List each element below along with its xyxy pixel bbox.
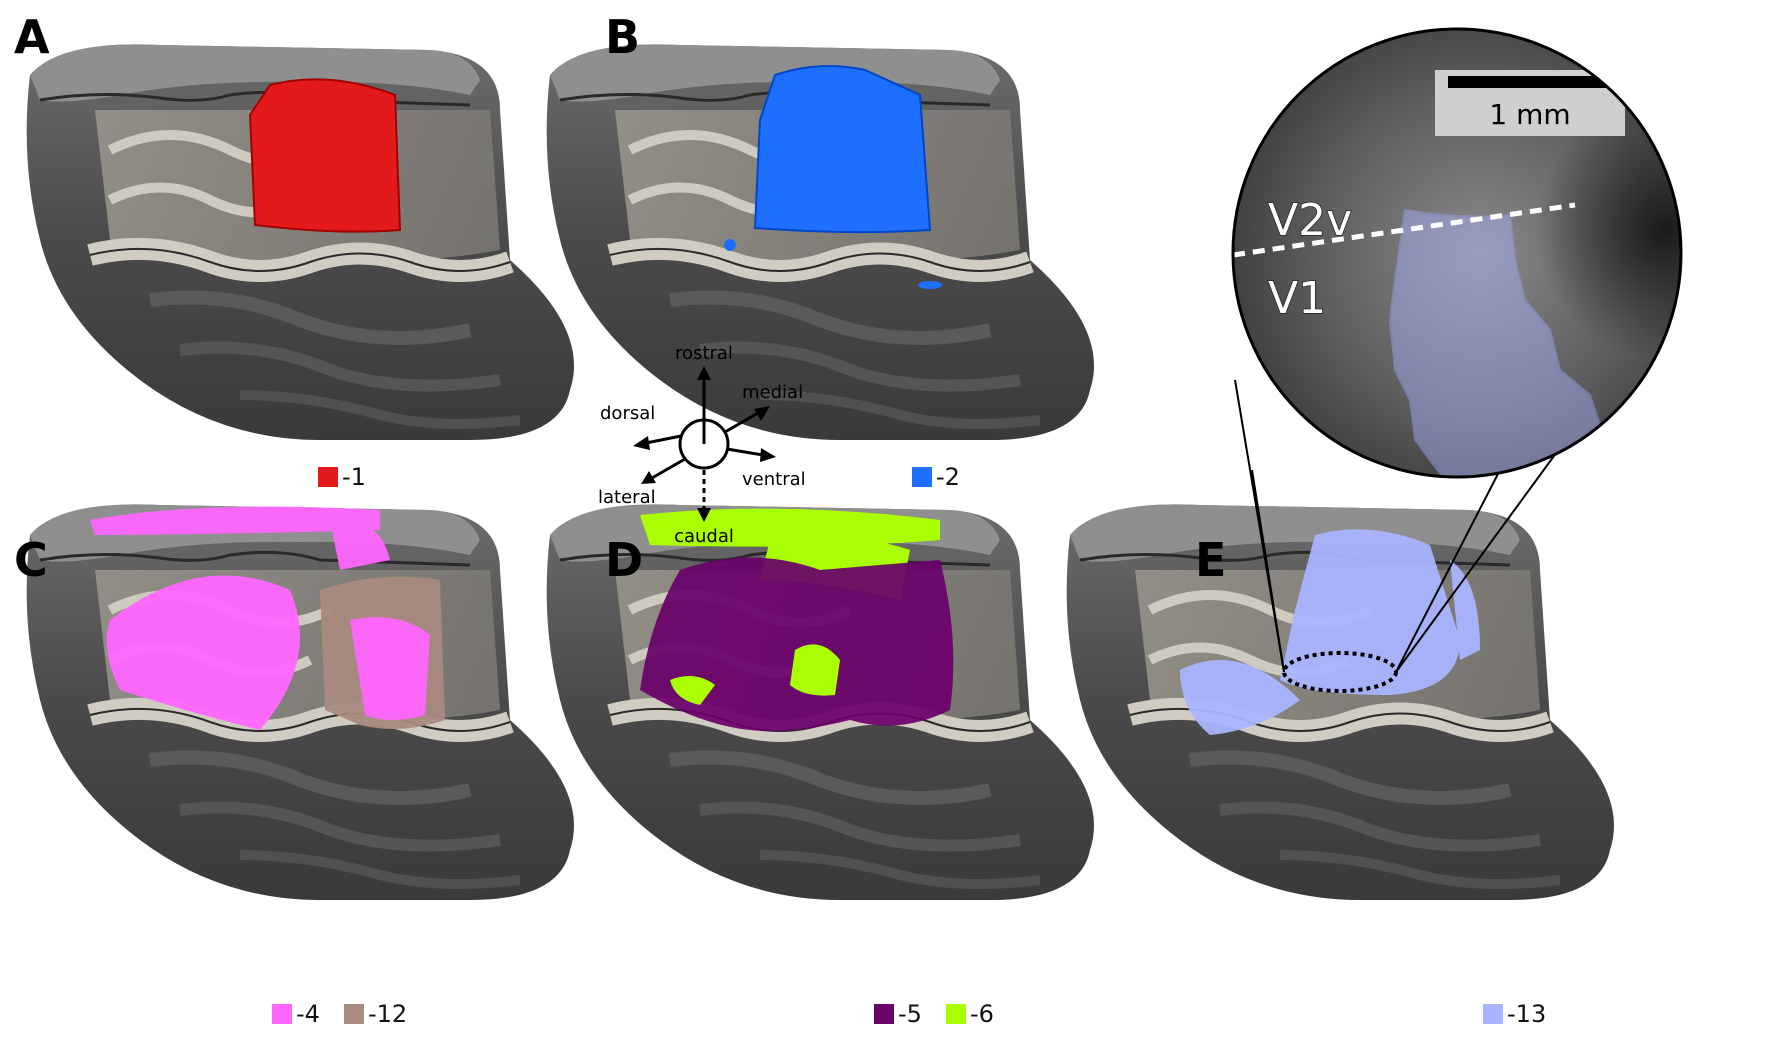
label-caudal: caudal bbox=[674, 526, 734, 547]
legend-swatch-12 bbox=[343, 1004, 364, 1024]
panel-a-brain bbox=[27, 44, 574, 440]
scale-bar-label: 1 mm bbox=[1489, 98, 1570, 131]
panel-letter-d: D bbox=[605, 533, 644, 587]
panel-letter-a: A bbox=[14, 10, 50, 64]
panel-letter-b: B bbox=[605, 10, 641, 64]
legend-item: -5 bbox=[874, 1000, 922, 1028]
legend-panel-d: -5 -6 bbox=[874, 1000, 994, 1028]
legend-swatch-4 bbox=[272, 1004, 292, 1024]
label-rostral: rostral bbox=[675, 343, 733, 364]
legend-label-5: -5 bbox=[898, 1000, 922, 1028]
zoom-inset: 1 mm V2v V1 bbox=[1233, 29, 1681, 477]
zoom-circle-border bbox=[1231, 27, 1683, 479]
panel-c-brain bbox=[27, 504, 574, 900]
label-medial: medial bbox=[742, 382, 803, 403]
legend-panel-a: -1 bbox=[318, 463, 366, 491]
panel-letter-e: E bbox=[1195, 533, 1227, 587]
legend-label-13: -13 bbox=[1507, 1000, 1547, 1028]
legend-panel-c: -4 -12 bbox=[272, 1000, 407, 1028]
legend-item: -13 bbox=[1483, 1000, 1546, 1028]
legend-label-12: -12 bbox=[367, 1000, 408, 1028]
legend-panel-b: -2 bbox=[912, 463, 960, 491]
scale-bar bbox=[1448, 76, 1612, 88]
legend-item: -12 bbox=[343, 1000, 408, 1028]
legend-swatch-6 bbox=[945, 1004, 966, 1024]
panel-e-region-13 bbox=[1180, 529, 1480, 735]
label-dorsal: dorsal bbox=[600, 403, 655, 424]
region-label-v2v: V2v bbox=[1268, 195, 1352, 246]
panel-e-brain bbox=[1067, 504, 1614, 900]
panel-letter-c: C bbox=[14, 533, 48, 587]
label-lateral: lateral bbox=[598, 487, 656, 508]
panel-d-brain bbox=[547, 504, 1094, 900]
legend-item: -1 bbox=[318, 463, 366, 491]
legend-swatch-1 bbox=[318, 467, 338, 487]
legend-label-1: -1 bbox=[342, 463, 366, 491]
panel-d-region-6 bbox=[640, 508, 940, 705]
legend-swatch-2 bbox=[912, 467, 932, 487]
legend-swatch-13 bbox=[1483, 1004, 1503, 1024]
panel-d-region-5 bbox=[640, 557, 954, 732]
legend-label-4: -4 bbox=[296, 1000, 320, 1028]
panel-b-brain bbox=[547, 44, 1094, 440]
legend-swatch-5 bbox=[874, 1004, 894, 1024]
legend-item: -4 bbox=[272, 1000, 320, 1028]
panel-a-region-1 bbox=[248, 78, 402, 233]
legend-label-6: -6 bbox=[969, 1000, 994, 1028]
zoom-v1-region bbox=[1388, 208, 1622, 477]
legend-item: -6 bbox=[945, 1000, 994, 1028]
region-label-v1: V1 bbox=[1268, 273, 1326, 324]
panel-b-region-2 bbox=[753, 65, 932, 234]
legend-label-2: -2 bbox=[936, 463, 960, 491]
legend-panel-e: -13 bbox=[1483, 1000, 1546, 1028]
legend-item: -2 bbox=[912, 463, 960, 491]
zoom-connector-right bbox=[1395, 444, 1563, 673]
zoom-boundary-line bbox=[1233, 202, 1576, 258]
panel-c-region-4 bbox=[90, 506, 430, 730]
label-ventral: ventral bbox=[742, 469, 806, 490]
orientation-compass: rostral medial dorsal ventral lateral ca… bbox=[598, 343, 806, 547]
